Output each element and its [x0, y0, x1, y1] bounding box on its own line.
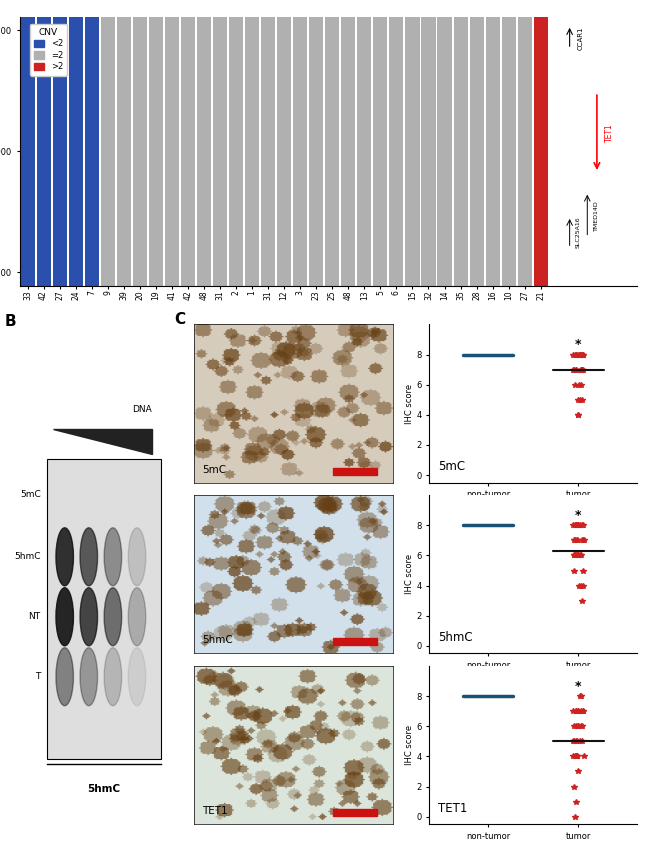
Bar [277, 17, 291, 286]
Bar [309, 17, 323, 286]
Circle shape [56, 588, 73, 646]
Text: B: B [5, 315, 16, 330]
Bar [149, 17, 163, 286]
Bar [333, 809, 377, 817]
Circle shape [104, 528, 122, 586]
Bar [133, 17, 147, 286]
Text: 5hmC: 5hmC [14, 553, 40, 561]
Circle shape [104, 648, 122, 706]
Circle shape [80, 588, 98, 646]
Bar [20, 17, 34, 286]
Bar [229, 17, 243, 286]
Y-axis label: IHC score: IHC score [405, 725, 413, 765]
Text: C: C [174, 312, 185, 327]
Bar [101, 17, 115, 286]
Bar [534, 17, 548, 286]
Text: NT: NT [29, 612, 40, 621]
Bar [406, 17, 419, 286]
Text: 5hmC: 5hmC [437, 631, 473, 644]
Bar [454, 17, 467, 286]
Text: 5mC: 5mC [20, 489, 40, 499]
Bar [325, 17, 339, 286]
Text: *: * [575, 509, 582, 522]
Text: TET1: TET1 [437, 801, 467, 815]
Bar [373, 17, 387, 286]
Text: CCAR1: CCAR1 [578, 27, 584, 50]
Text: DNA: DNA [133, 405, 152, 415]
Bar [47, 459, 161, 759]
Circle shape [104, 588, 122, 646]
Bar [245, 17, 259, 286]
Bar [197, 17, 211, 286]
Circle shape [128, 648, 146, 706]
Circle shape [56, 528, 73, 586]
Bar [341, 17, 356, 286]
Text: TET1: TET1 [605, 123, 614, 142]
Bar [517, 17, 532, 286]
Y-axis label: IHC score: IHC score [405, 383, 413, 424]
Circle shape [80, 528, 98, 586]
Bar [117, 17, 131, 286]
Bar [389, 17, 404, 286]
Text: 5hmC: 5hmC [202, 636, 233, 645]
Circle shape [80, 648, 98, 706]
Bar [358, 17, 371, 286]
Bar [213, 17, 227, 286]
Bar [181, 17, 195, 286]
Bar [486, 17, 500, 286]
Bar [293, 17, 307, 286]
Text: TET1: TET1 [202, 807, 228, 817]
Text: TMED14D: TMED14D [593, 201, 599, 231]
Bar [333, 638, 377, 645]
Bar [469, 17, 484, 286]
Text: 5mC: 5mC [437, 460, 465, 473]
Bar [261, 17, 275, 286]
Bar [437, 17, 452, 286]
Text: 5hmC: 5hmC [87, 784, 120, 794]
Text: *: * [575, 338, 582, 352]
Bar [84, 17, 99, 286]
Bar [36, 17, 51, 286]
Text: SLC25A16: SLC25A16 [576, 216, 581, 248]
Bar [53, 17, 67, 286]
Circle shape [56, 648, 73, 706]
Circle shape [128, 588, 146, 646]
Text: T: T [35, 672, 40, 681]
Bar [69, 17, 83, 286]
Text: *: * [575, 680, 582, 693]
Polygon shape [53, 430, 152, 454]
Circle shape [128, 528, 146, 586]
Bar [333, 468, 377, 474]
Y-axis label: IHC score: IHC score [405, 554, 413, 595]
Text: 5mC: 5mC [202, 464, 226, 474]
Bar [502, 17, 515, 286]
Bar [165, 17, 179, 286]
Bar [421, 17, 436, 286]
Legend: <2, =2, >2: <2, =2, >2 [30, 24, 67, 76]
